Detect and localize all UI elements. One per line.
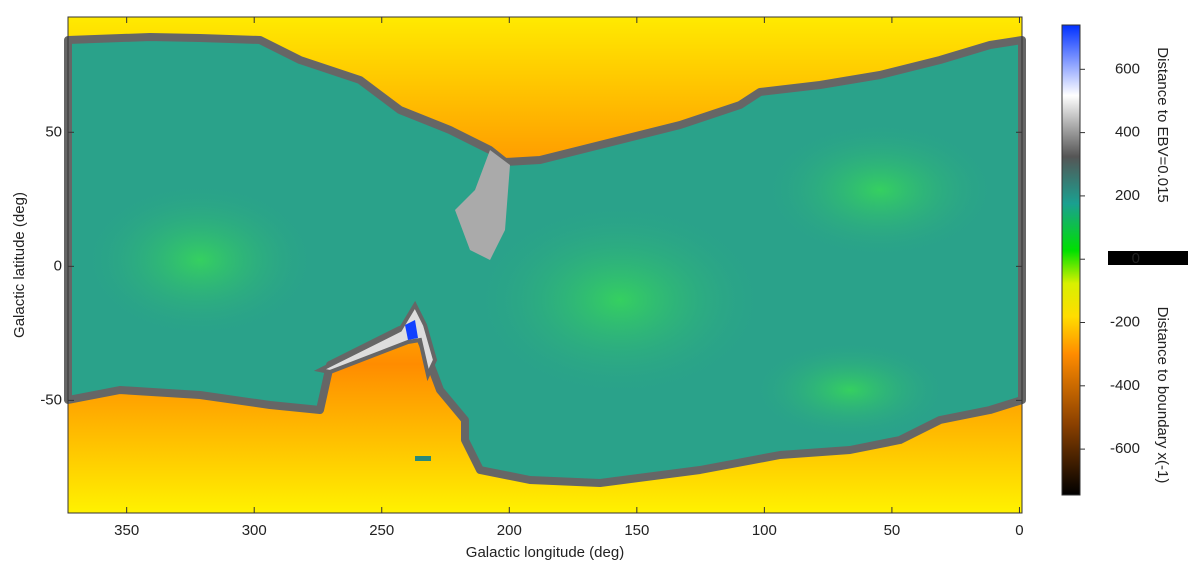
- colorbar-tick-label: 600: [1115, 60, 1140, 77]
- y-tick-label: -50: [40, 391, 62, 408]
- x-tick-label: 200: [497, 522, 522, 539]
- colorbar-label: Distance to boundary x(-1): [1154, 307, 1171, 484]
- plot-frame: [67, 16, 1023, 514]
- colorbar-tick-label: -600: [1110, 440, 1140, 457]
- region-shade: [470, 200, 770, 400]
- gray-band: [455, 150, 510, 260]
- y-axis-label: Galactic latitude (deg): [11, 192, 28, 338]
- x-tick-label: 350: [114, 522, 139, 539]
- x-tick-label: 300: [242, 522, 267, 539]
- gray-band: [313, 300, 438, 382]
- colorbar-label: Distance to EBV=0.015: [1154, 47, 1171, 203]
- region-fragment: [415, 456, 431, 461]
- region-shade: [750, 340, 950, 440]
- x-tick-label: 150: [624, 522, 649, 539]
- colorbar-tick-label: 400: [1115, 124, 1140, 141]
- colorbar-tick-label: -400: [1110, 377, 1140, 394]
- x-tick-label: 250: [369, 522, 394, 539]
- colorbar-tick-label: 0: [1132, 250, 1140, 267]
- x-axis-label: Galactic longitude (deg): [466, 544, 624, 561]
- x-tick-label: 0: [1015, 522, 1023, 539]
- y-tick-label: 50: [45, 123, 62, 140]
- region-shade: [80, 180, 320, 340]
- blue-spot: [405, 320, 418, 340]
- colorbar-tick-label: 200: [1115, 187, 1140, 204]
- colorbar: [1061, 24, 1081, 496]
- x-tick-label: 100: [752, 522, 777, 539]
- x-tick-label: 50: [884, 522, 901, 539]
- region-shade: [760, 120, 1000, 260]
- colorbar-artifact: [1108, 251, 1188, 265]
- y-tick-label: 0: [54, 257, 62, 274]
- colorbar-tick-label: -200: [1110, 313, 1140, 330]
- map: [64, 16, 1026, 514]
